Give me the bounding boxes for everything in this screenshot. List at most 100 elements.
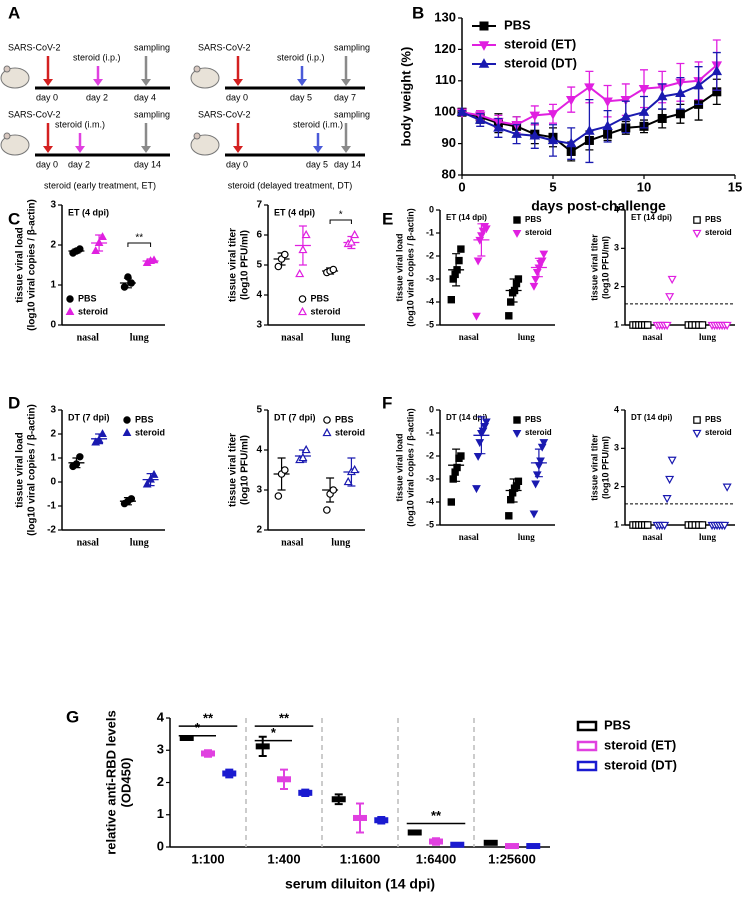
data-point: [529, 111, 541, 122]
data-point: [301, 444, 311, 454]
y-tick-label: 100: [434, 104, 456, 119]
day-label: day 0: [36, 159, 58, 169]
data-point: [667, 275, 677, 285]
data-point: [447, 296, 456, 304]
x-axis-label: days post-challenge: [531, 198, 666, 214]
legend-label: PBS: [525, 415, 542, 424]
y-tick-label: 130: [434, 9, 456, 24]
legend-label: PBS: [705, 215, 722, 224]
arrow-head: [297, 79, 307, 86]
data-point: [295, 268, 305, 278]
panel-label: D: [8, 393, 20, 412]
y-tick-label: 80: [442, 166, 456, 181]
y-axis-label: tissue viral titer: [228, 433, 239, 507]
data-point: [329, 486, 338, 494]
legend-label: steroid: [705, 428, 732, 437]
day-label: day 5: [290, 92, 312, 102]
y-axis-label: (log10 PFU/ml): [600, 436, 610, 499]
legend-marker: [692, 229, 702, 239]
legend-marker: [478, 41, 490, 51]
data-point: [457, 452, 465, 460]
y-tick-label: -5: [426, 319, 434, 329]
data-point: [547, 110, 559, 120]
significance-label: **: [203, 711, 214, 726]
data-point: [343, 476, 353, 486]
significance-label: *: [271, 725, 277, 740]
legend-label: steroid: [335, 427, 365, 437]
data-point: [98, 232, 107, 241]
significance-label: **: [135, 233, 143, 244]
data-point: [584, 125, 595, 135]
data-point: [675, 87, 686, 98]
x-tick-label: nasal: [459, 532, 480, 542]
legend-marker: [322, 427, 332, 437]
event-label: SARS-CoV-2: [8, 109, 61, 119]
y-axis-label: body weight (%): [398, 47, 413, 147]
day-label: day 0: [226, 159, 248, 169]
data-point: [449, 475, 457, 483]
significance-bracket: [329, 219, 352, 224]
legend-marker: [478, 58, 490, 68]
legend-label: steroid: [705, 228, 732, 237]
x-tick-label: nasal: [281, 537, 303, 548]
legend-label: PBS: [135, 414, 154, 424]
day-label: day 2: [68, 159, 90, 169]
panel-label: E: [382, 209, 393, 228]
caption: steroid (delayed treatment, DT): [228, 180, 353, 190]
panel-title: DT (14 dpi): [446, 413, 488, 422]
data-point: [127, 279, 136, 287]
y-axis-label: tissue viral titer: [228, 228, 239, 302]
y-axis-label: (log10 PFU/ml): [600, 236, 610, 299]
panel-title: DT (7 dpi): [274, 412, 316, 422]
y-tick-label: 4: [614, 404, 619, 414]
legend-label: steroid: [525, 428, 552, 437]
data-point: [656, 90, 668, 101]
y-tick-label: 90: [442, 135, 456, 150]
x-tick-label: nasal: [642, 332, 663, 342]
y-tick-label: 3: [614, 443, 619, 453]
y-tick-label: -3: [426, 273, 434, 283]
y-axis-label: relative anti-RBD levels: [103, 710, 118, 855]
data-point: [620, 95, 632, 106]
data-point: [179, 734, 194, 741]
day-label: day 14: [334, 159, 361, 169]
event-label: SARS-CoV-2: [198, 42, 251, 52]
legend-marker: [576, 760, 598, 772]
y-axis-label: (log10 viral copies / β-actin): [405, 208, 415, 327]
data-point: [481, 418, 491, 427]
data-point: [407, 829, 422, 836]
day-label: day 0: [36, 92, 58, 102]
data-point: [222, 770, 237, 777]
data-point: [662, 495, 672, 504]
data-point: [511, 128, 522, 138]
x-tick-label: lung: [130, 332, 149, 343]
data-point: [620, 111, 632, 121]
y-axis-label: (OD450): [118, 758, 133, 808]
data-point: [350, 464, 360, 474]
legend-marker: [512, 429, 522, 438]
legend-marker: [65, 307, 75, 316]
data-point: [447, 498, 456, 506]
y-tick-label: 3: [256, 485, 262, 496]
data-point: [505, 512, 513, 520]
event-label: SARS-CoV-2: [8, 42, 61, 52]
legend-label: PBS: [504, 17, 531, 32]
y-tick-label: 3: [614, 243, 619, 253]
panel-label: G: [66, 707, 79, 726]
legend-label: steroid: [135, 427, 165, 437]
data-point: [507, 298, 515, 306]
x-tick-label: nasal: [642, 532, 663, 542]
significance-label: **: [431, 808, 442, 823]
data-point: [453, 463, 461, 472]
legend-label: steroid: [525, 228, 552, 237]
data-point: [722, 483, 732, 492]
hamster-icon: [190, 134, 220, 156]
y-tick-label: 2: [50, 240, 56, 251]
x-tick-label: 10: [637, 179, 651, 194]
y-tick-label: -2: [426, 450, 434, 460]
y-tick-label: 1: [50, 280, 56, 291]
event-label: steroid (i.m.): [293, 119, 343, 129]
y-tick-label: 120: [434, 41, 456, 56]
y-tick-label: 0: [50, 477, 56, 488]
